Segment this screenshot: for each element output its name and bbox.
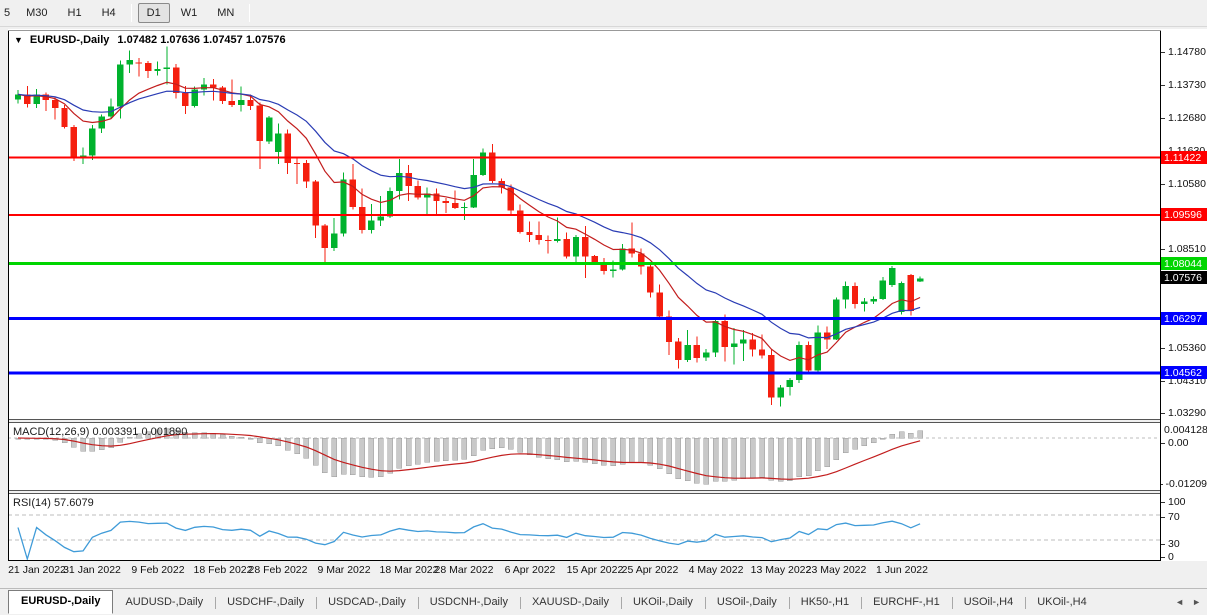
- tick-dash: [1161, 543, 1165, 545]
- level-price-label: 1.11422: [1161, 151, 1207, 164]
- date-label: 18 Feb 2022: [193, 564, 253, 576]
- tick-dash: [1161, 84, 1165, 86]
- rsi-axis-100: 100: [1161, 496, 1207, 508]
- level-price-label: 1.08044: [1161, 257, 1207, 270]
- timeframe-button-m30[interactable]: M30: [26, 7, 48, 19]
- tab-audusd-daily[interactable]: AUDUSD-,Daily: [125, 596, 204, 608]
- tab-usdcnh-daily[interactable]: USDCNH-,Daily: [417, 592, 520, 613]
- price-tick: 1.14780: [1161, 46, 1207, 58]
- level-price-label: 1.06297: [1161, 312, 1207, 325]
- date-label: 9 Feb 2022: [131, 564, 185, 576]
- pane-separator[interactable]: [8, 490, 1160, 494]
- level-price-label: 1.09596: [1161, 208, 1207, 221]
- timeframe-button-h1[interactable]: H1: [67, 7, 82, 19]
- date-label: 1 Jun 2022: [876, 564, 928, 576]
- tick-dash: [1161, 516, 1165, 518]
- macd-indicator-pane[interactable]: [8, 423, 1160, 490]
- macd-axis-zero: 0.00: [1161, 437, 1207, 449]
- date-label: 23 May 2022: [805, 564, 867, 576]
- timeframe-button-d1[interactable]: D1: [137, 3, 170, 23]
- main-price-chart[interactable]: [8, 30, 1160, 419]
- tick-dash: [1161, 501, 1165, 503]
- tick-dash: [1161, 117, 1165, 119]
- pane-separator[interactable]: [8, 419, 1160, 423]
- tab-scroll-left-icon[interactable]: ◄: [1175, 597, 1185, 607]
- plot-bottom-border: [8, 560, 1161, 561]
- date-label: 28 Mar 2022: [434, 564, 494, 576]
- chart-window: [8, 29, 1207, 561]
- timeframe-button-5[interactable]: 5: [4, 7, 11, 19]
- price-tick: 1.10580: [1161, 178, 1207, 190]
- date-label: 4 May 2022: [688, 564, 744, 576]
- date-label: 15 Apr 2022: [566, 564, 624, 576]
- chart-title: ▼ EURUSD-,Daily 1.07482 1.07636 1.07457 …: [14, 33, 286, 47]
- price-axis: 1.147801.137301.126801.116301.105801.085…: [1161, 30, 1207, 563]
- macd-axis-min: -0.01209: [1161, 478, 1207, 490]
- rsi-axis-0: 0: [1161, 551, 1207, 563]
- chart-ohlc-values: 1.07482 1.07636 1.07457 1.07576: [117, 34, 286, 46]
- rsi-axis-30: 30: [1161, 538, 1207, 550]
- tab-scroll-right-icon[interactable]: ►: [1192, 597, 1201, 607]
- plot-top-border: [8, 30, 1161, 31]
- price-tick: 1.03290: [1161, 407, 1207, 419]
- tab-eurchf-h1[interactable]: EURCHF-,H1: [861, 592, 952, 613]
- chart-dropdown-caret-icon[interactable]: ▼: [14, 35, 23, 45]
- date-label: 9 Mar 2022: [317, 564, 371, 576]
- date-label: 25 Apr 2022: [621, 564, 679, 576]
- date-label: 31 Jan 2022: [63, 564, 121, 576]
- date-label: 18 Mar 2022: [379, 564, 439, 576]
- rsi-indicator-pane[interactable]: [8, 494, 1160, 560]
- price-tick: 1.05360: [1161, 342, 1207, 354]
- date-axis: 21 Jan 2022 31 Jan 2022 9 Feb 2022 18 Feb 2…: [8, 562, 1160, 578]
- level-price-label: 1.04562: [1161, 366, 1207, 379]
- date-label: 28 Feb 2022: [248, 564, 308, 576]
- macd-axis-max: 0.004128: [1164, 424, 1207, 436]
- tick-dash: [1161, 380, 1165, 382]
- tick-dash: [1161, 183, 1165, 185]
- tab-nav: ◄ ►: [1175, 597, 1201, 613]
- timeframe-button-mn[interactable]: MN: [217, 7, 235, 19]
- tab-hk50-h1[interactable]: HK50-,H1: [788, 592, 861, 613]
- price-tick: 1.12680: [1161, 112, 1207, 124]
- price-tick: 1.08510: [1161, 243, 1207, 255]
- macd-label: MACD(12,26,9) 0.003391 0.001890: [13, 426, 188, 438]
- tick-dash: [1161, 412, 1165, 414]
- tick-dash: [1161, 556, 1165, 558]
- rsi-label: RSI(14) 57.6079: [13, 497, 94, 509]
- tab-usoil-h4[interactable]: USOil-,H4: [951, 592, 1026, 613]
- tab-usdchf-daily[interactable]: USDCHF-,Daily: [215, 592, 316, 613]
- chart-symbol-period: EURUSD-,Daily: [29, 34, 110, 46]
- date-label: 6 Apr 2022: [504, 564, 556, 576]
- tab-ukoil-h4[interactable]: UKOil-,H4: [1025, 592, 1099, 613]
- tick-dash: [1161, 248, 1165, 250]
- tab-usdcad-daily[interactable]: USDCAD-,Daily: [316, 592, 418, 613]
- toolbar-separator: [249, 4, 251, 22]
- timeframe-button-w1[interactable]: W1: [180, 7, 198, 19]
- tab-xauusd-daily[interactable]: XAUUSD-,Daily: [519, 592, 621, 613]
- plot-left-border: [8, 30, 9, 560]
- rsi-axis-70: 70: [1161, 511, 1207, 523]
- symbol-tabbar: EURUSD-,Daily AUDUSD-,Daily USDCHF-,Daily U…: [0, 588, 1207, 614]
- tab-eurusd-daily[interactable]: EURUSD-,Daily: [8, 590, 114, 614]
- tick-dash: [1161, 483, 1163, 485]
- price-tick: 1.13730: [1161, 79, 1207, 91]
- tab-ukoil-daily[interactable]: UKOil-,Daily: [620, 592, 705, 613]
- date-label: 21 Jan 2022: [8, 564, 66, 576]
- tick-dash: [1161, 347, 1165, 349]
- tab-usoil-daily[interactable]: USOil-,Daily: [704, 592, 789, 613]
- date-label: 13 May 2022: [750, 564, 812, 576]
- timeframe-toolbar: 5 M30 H1 H4 D1 W1 MN: [0, 0, 1207, 27]
- tick-dash: [1161, 51, 1165, 53]
- axis-separator-line: [1160, 30, 1161, 560]
- tick-dash: [1161, 442, 1165, 444]
- toolbar-separator: [130, 4, 132, 22]
- timeframe-button-h4[interactable]: H4: [101, 7, 116, 19]
- current-price-label: 1.07576: [1161, 271, 1207, 284]
